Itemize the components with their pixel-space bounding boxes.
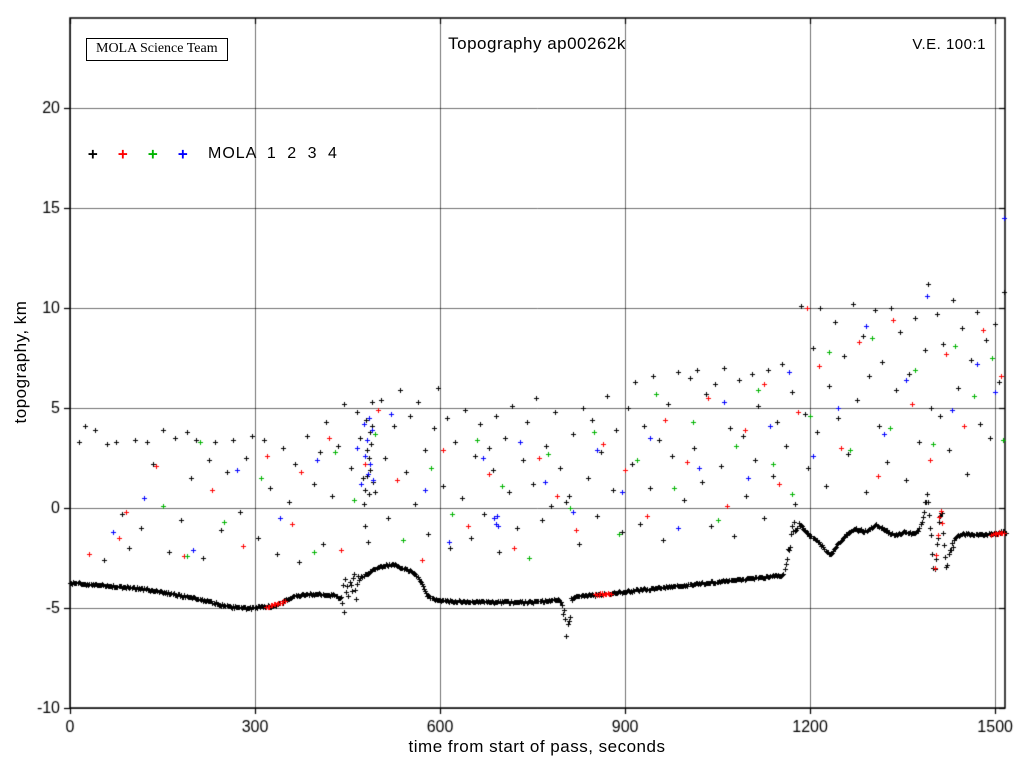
topography-scatter-chart: [0, 0, 1024, 768]
mola-topography-plot-page: Topography ap00262k V.E. 100:1 MOLA Scie…: [0, 0, 1024, 768]
